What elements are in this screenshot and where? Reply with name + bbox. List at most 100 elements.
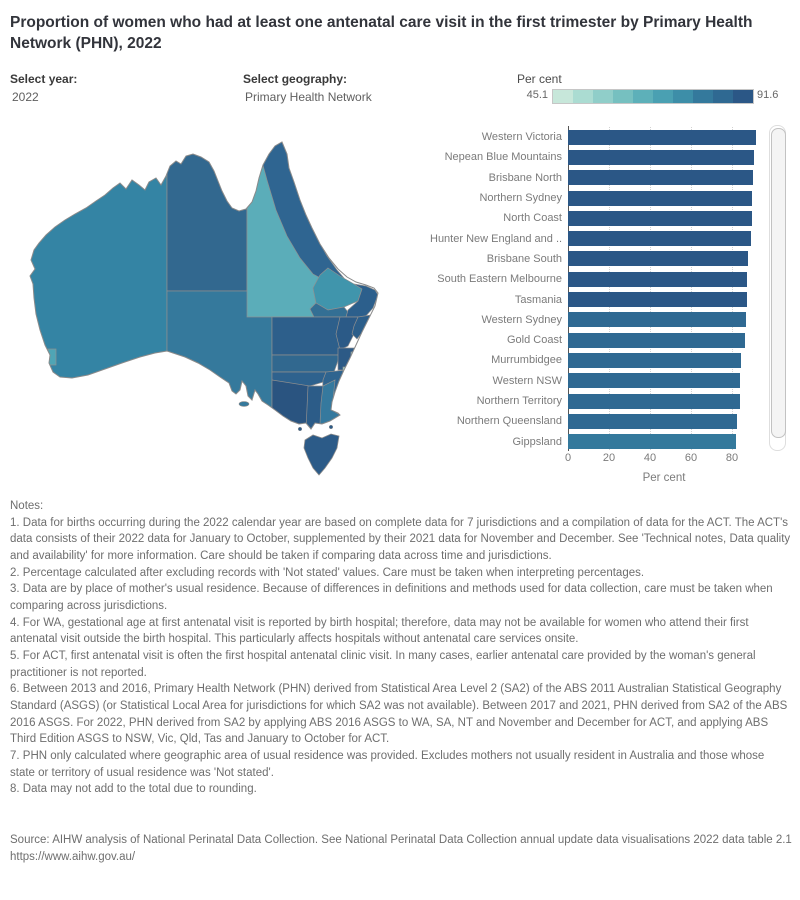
bar[interactable] xyxy=(568,149,755,165)
x-axis-title: Per cent xyxy=(642,472,686,484)
bar-chart-scrollbar-thumb[interactable] xyxy=(771,128,786,438)
x-axis-tick: 80 xyxy=(725,452,739,464)
bar-chart-row: Gippsland xyxy=(430,431,770,451)
note-item: 4. For WA, gestational age at first ante… xyxy=(10,616,749,646)
bar-label: Gold Coast xyxy=(506,334,562,347)
x-axis-tick: 0 xyxy=(564,452,572,464)
gridline xyxy=(609,127,610,450)
bar-label: Northern Queensland xyxy=(456,415,562,428)
bar[interactable] xyxy=(568,231,752,247)
gridline xyxy=(650,127,651,450)
legend-title: Per cent xyxy=(517,72,562,86)
x-axis-tick: 40 xyxy=(643,452,657,464)
bar-chart-row: Northern Territory xyxy=(430,391,770,411)
bar-chart-row: Northern Queensland xyxy=(430,411,770,431)
bar-label: Hunter New England and .. xyxy=(430,232,562,245)
map-region-western-nsw[interactable] xyxy=(271,316,341,356)
legend-swatch xyxy=(573,90,593,103)
map-region-western-victoria[interactable] xyxy=(271,379,311,430)
note-item: 7. PHN only calculated where geographic … xyxy=(10,750,765,779)
source-section: Source: AIHW analysis of National Perina… xyxy=(10,832,792,865)
legend-swatch xyxy=(633,90,653,103)
bar[interactable] xyxy=(568,332,746,348)
bar[interactable] xyxy=(568,251,749,267)
bar[interactable] xyxy=(568,312,746,328)
australia-coast-outline xyxy=(29,141,379,430)
bar-label: Western Sydney xyxy=(481,313,562,326)
bar[interactable] xyxy=(568,434,737,450)
bar-chart-row: South Eastern Melbourne xyxy=(430,269,770,289)
bar-label: Nepean Blue Mountains xyxy=(444,151,562,164)
notes-heading: Notes: xyxy=(10,500,44,512)
map-region-king-island[interactable] xyxy=(297,426,303,432)
bar-chart-row: Western NSW xyxy=(430,371,770,391)
bar-label: Western Victoria xyxy=(481,131,562,144)
map-region-murrumbidgee[interactable] xyxy=(271,354,341,373)
bar[interactable] xyxy=(568,170,754,186)
map-region-flinders-island[interactable] xyxy=(328,424,334,430)
bar-label: Murrumbidgee xyxy=(491,354,562,367)
map-region-tasmania[interactable] xyxy=(303,433,340,476)
x-axis-tick: 60 xyxy=(684,452,698,464)
bar[interactable] xyxy=(568,292,747,308)
bar[interactable] xyxy=(568,210,752,226)
bar-chart-row: Brisbane North xyxy=(430,168,770,188)
legend-min-value: 45.1 xyxy=(526,89,548,101)
notes-items: 1. Data for births occurring during the … xyxy=(10,515,792,798)
bar-label: Brisbane South xyxy=(486,252,562,265)
bar[interactable] xyxy=(568,352,741,368)
geography-select-label: Select geography: xyxy=(243,72,348,86)
bar-label: South Eastern Melbourne xyxy=(437,273,562,286)
legend-swatch xyxy=(593,90,613,103)
bar[interactable] xyxy=(568,271,748,287)
x-axis-tick: 20 xyxy=(602,452,616,464)
bar-chart-row: Nepean Blue Mountains xyxy=(430,147,770,167)
year-select-label: Select year: xyxy=(10,72,78,86)
bar-chart-row: Tasmania xyxy=(430,289,770,309)
australia-map[interactable] xyxy=(10,118,430,480)
gridline xyxy=(732,127,733,450)
source-url[interactable]: https://www.aihw.gov.au/ xyxy=(10,850,136,863)
legend-swatch xyxy=(733,90,753,103)
note-item: 2. Percentage calculated after excluding… xyxy=(10,566,645,579)
legend-gradient xyxy=(552,89,754,104)
gridline xyxy=(691,127,692,450)
bar-label: Gippsland xyxy=(512,435,562,448)
legend-swatch xyxy=(653,90,673,103)
bar-label: Northern Territory xyxy=(476,395,562,407)
legend-swatch xyxy=(693,90,713,103)
bar-chart-row: Northern Sydney xyxy=(430,188,770,208)
map-region-country-wa[interactable] xyxy=(10,118,168,438)
note-item: 1. Data for births occurring during the … xyxy=(10,516,791,563)
legend-swatch xyxy=(673,90,693,103)
bar-chart-row: Western Victoria xyxy=(430,127,770,147)
bar-label: North Coast xyxy=(503,212,562,225)
bar-label: Brisbane North xyxy=(488,171,562,184)
notes-section: Notes: 1. Data for births occurring duri… xyxy=(10,498,792,798)
bar-label: Tasmania xyxy=(514,293,562,306)
source-text: Source: AIHW analysis of National Perina… xyxy=(10,834,792,846)
note-item: 3. Data are by place of mother's usual r… xyxy=(10,583,773,613)
note-item: 5. For ACT, first antenatal visit is oft… xyxy=(10,650,756,679)
geography-select[interactable]: Primary Health Network xyxy=(245,90,372,104)
map-region-kangaroo-island[interactable] xyxy=(238,401,250,407)
year-select[interactable]: 2022 xyxy=(12,90,39,104)
bar[interactable] xyxy=(568,393,741,409)
bar[interactable] xyxy=(568,373,741,389)
map-region-northern-territory[interactable] xyxy=(166,118,248,292)
bar-chart-row: Gold Coast xyxy=(430,330,770,350)
bar[interactable] xyxy=(568,129,756,145)
bar-label: Western NSW xyxy=(492,374,562,387)
bar-chart-row: North Coast xyxy=(430,208,770,228)
bar-label: Northern Sydney xyxy=(479,192,562,205)
legend-swatch xyxy=(613,90,633,103)
legend-swatch xyxy=(553,90,573,103)
bar-chart-row: Murrumbidgee xyxy=(430,350,770,370)
bar-chart-axis-line xyxy=(568,126,569,451)
bar-chart-scrollbar-track[interactable] xyxy=(769,125,786,451)
bar[interactable] xyxy=(568,190,753,206)
map-region-melbourne[interactable] xyxy=(305,385,325,430)
bar[interactable] xyxy=(568,413,738,429)
page-title: Proportion of women who had at least one… xyxy=(10,14,753,53)
